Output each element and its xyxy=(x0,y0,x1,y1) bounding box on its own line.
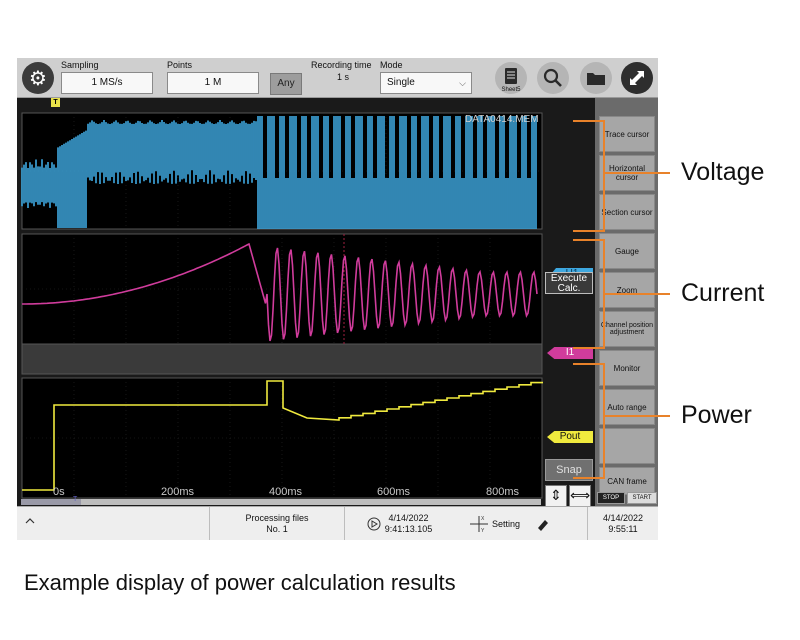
mode-label: Mode xyxy=(380,60,403,70)
time-label-0: 0s xyxy=(53,486,65,498)
current-bracket xyxy=(573,239,605,349)
empty-band xyxy=(21,343,543,375)
sampling-field[interactable]: 1 MS/s xyxy=(61,72,153,94)
mode-select[interactable]: Single ⌵ xyxy=(380,72,472,94)
svg-text:X: X xyxy=(481,516,485,522)
recording-time-value: 1 s xyxy=(337,72,350,82)
gear-icon[interactable]: ⚙ xyxy=(22,62,54,94)
time-label-1: 200ms xyxy=(161,486,195,498)
status-bar: Processing files No. 1 4/14/2022 9:41:13… xyxy=(17,506,658,540)
processing-label: Processing files xyxy=(245,513,309,523)
figure-caption: Example display of power calculation res… xyxy=(24,570,456,595)
points-label: Points xyxy=(167,60,193,70)
callout-voltage: Voltage xyxy=(681,158,765,186)
recording-time-label: Recording time xyxy=(311,60,372,70)
trace-cursor-button[interactable]: Trace cursor xyxy=(599,116,655,152)
processing-value: No. 1 xyxy=(266,524,288,534)
voltage-bracket xyxy=(573,120,605,232)
sampling-label: Sampling xyxy=(61,60,99,70)
processing-files: Processing files No. 1 xyxy=(209,507,344,540)
file-name: DATA0414.MEM xyxy=(465,114,539,125)
time-label-4: 800ms xyxy=(486,486,520,498)
gauge-button[interactable]: Gauge xyxy=(599,233,655,269)
mode-value: Single xyxy=(387,77,415,88)
channel-tag-current[interactable]: I1 xyxy=(547,347,593,359)
vertical-arrows-icon: ⇕ xyxy=(550,488,562,504)
clock-time: 9:55:11 xyxy=(608,524,638,534)
snap-button[interactable]: Snap xyxy=(545,459,593,481)
execute-label: Execute xyxy=(550,273,588,284)
any-button[interactable]: Any xyxy=(270,73,302,95)
points-field[interactable]: 1 M xyxy=(167,72,259,94)
trigger-marker: T xyxy=(51,98,60,107)
channel-tag-power[interactable]: Pout xyxy=(547,431,593,443)
scroll-trigger-marker: T xyxy=(73,496,78,503)
folder-button[interactable] xyxy=(580,62,612,94)
execute-calc-button[interactable]: Execute Calc. xyxy=(545,272,593,294)
scrollbar-thumb[interactable] xyxy=(21,499,81,505)
waveform-area[interactable]: T DATA0414.MEM U1 Execute Calc. I1 Pout … xyxy=(17,98,595,507)
clock-date: 4/14/2022 xyxy=(602,513,644,523)
svg-text:Y: Y xyxy=(481,528,485,534)
callout-brackets xyxy=(573,120,670,479)
section-cursor-button[interactable]: Section cursor xyxy=(599,194,655,230)
trigger-time-value: 9:41:13.105 xyxy=(384,524,433,534)
start-button[interactable]: START xyxy=(627,492,657,504)
voltage-waveform xyxy=(21,116,537,229)
chevron-down-icon: ⌵ xyxy=(459,78,466,88)
xy-axis-icon: X Y xyxy=(469,516,488,534)
search-button[interactable] xyxy=(537,62,569,94)
sheet-label: Sheet5 xyxy=(501,87,521,93)
time-label-3: 600ms xyxy=(377,486,411,498)
blank-button[interactable] xyxy=(599,428,655,464)
horizontal-scrollbar[interactable] xyxy=(21,499,541,505)
current-waveform xyxy=(22,242,538,342)
voltage-trace xyxy=(21,116,537,229)
toolbar: ⚙ Sampling 1 MS/s Points 1 M Any Recordi… xyxy=(17,58,658,98)
fullscreen-icon xyxy=(630,71,644,85)
horizontal-arrows-icon: ⟺ xyxy=(570,488,591,504)
trigger-time: 4/14/2022 9:41:13.105 xyxy=(344,507,454,540)
channel-position-adjustment-button[interactable]: Channel position adjustment xyxy=(599,311,655,347)
monitor-button[interactable]: Monitor xyxy=(599,350,655,386)
sheet-button[interactable]: Sheet5 xyxy=(495,62,527,94)
folder-icon xyxy=(587,73,605,85)
power-waveform xyxy=(22,380,543,491)
usb-drive xyxy=(534,507,564,540)
horizontal-arrow-button[interactable]: ⟺ xyxy=(569,485,591,507)
stop-start-group: STOP START xyxy=(597,492,657,504)
play-circle-icon xyxy=(367,517,381,531)
caret-up-icon[interactable] xyxy=(25,516,35,526)
time-label-2: 400ms xyxy=(269,486,303,498)
usb-drive-icon xyxy=(538,520,548,531)
waveform-svg xyxy=(21,112,543,499)
fullscreen-button[interactable] xyxy=(621,62,653,94)
search-icon xyxy=(543,68,562,87)
calc-label: Calc. xyxy=(557,283,581,294)
clock: 4/14/2022 9:55:11 xyxy=(587,507,658,540)
auto-range-button[interactable]: Auto range xyxy=(599,389,655,425)
sheet-icon xyxy=(505,68,517,84)
callout-power: Power xyxy=(681,401,752,429)
zoom-button[interactable]: Zoom xyxy=(599,272,655,308)
can-frame-button[interactable]: CAN frame xyxy=(599,467,655,495)
stop-button[interactable]: STOP xyxy=(597,492,625,504)
trigger-date: 4/14/2022 xyxy=(388,513,429,523)
setting-label: Setting xyxy=(491,518,521,529)
setting-indicator[interactable]: X Y Setting xyxy=(454,507,534,540)
callout-current: Current xyxy=(681,279,765,307)
power-bracket xyxy=(573,363,605,479)
